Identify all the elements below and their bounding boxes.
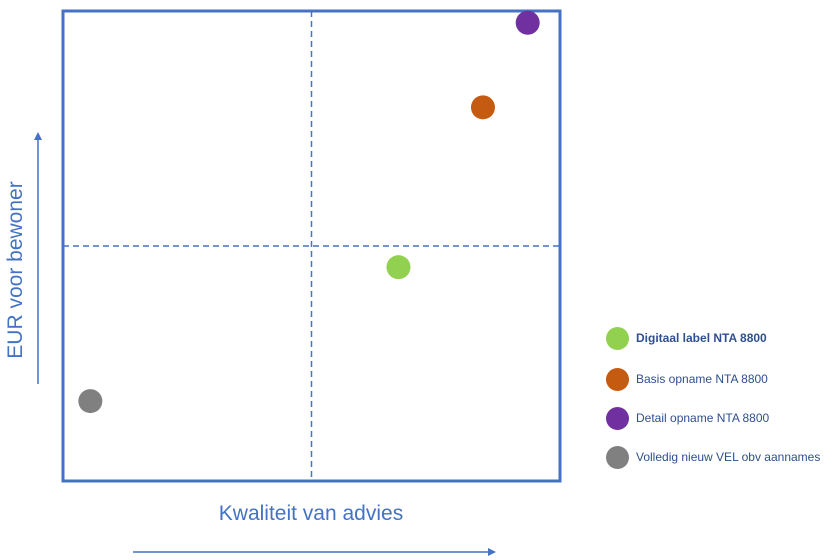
data-point <box>470 95 495 120</box>
legend-label: Volledig nieuw VEL obv aannames <box>636 450 821 464</box>
legend-marker-volledig-nieuw-vel <box>606 445 629 469</box>
y-axis-label: EUR voor bewoner <box>4 181 27 358</box>
legend-item: Detail opname NTA 8800 <box>606 406 769 430</box>
legend-marker-basis-opname <box>606 367 629 391</box>
legend-label: Basis opname NTA 8800 <box>636 372 768 386</box>
data-points <box>78 10 540 414</box>
data-point <box>515 10 540 35</box>
legend-label: Digitaal label NTA 8800 <box>636 331 767 345</box>
legend-label: Detail opname NTA 8800 <box>636 411 770 425</box>
data-point <box>386 255 411 280</box>
legend-item: Volledig nieuw VEL obv aannames <box>606 445 820 469</box>
legend-marker-digitaal-label <box>606 326 629 350</box>
data-point <box>78 389 103 414</box>
x-axis-label: Kwaliteit van advies <box>219 502 403 525</box>
legend-item: Digitaal label NTA 8800 <box>606 326 767 350</box>
legend-marker-detail-opname <box>606 406 629 430</box>
legend-item: Basis opname NTA 8800 <box>606 367 768 391</box>
